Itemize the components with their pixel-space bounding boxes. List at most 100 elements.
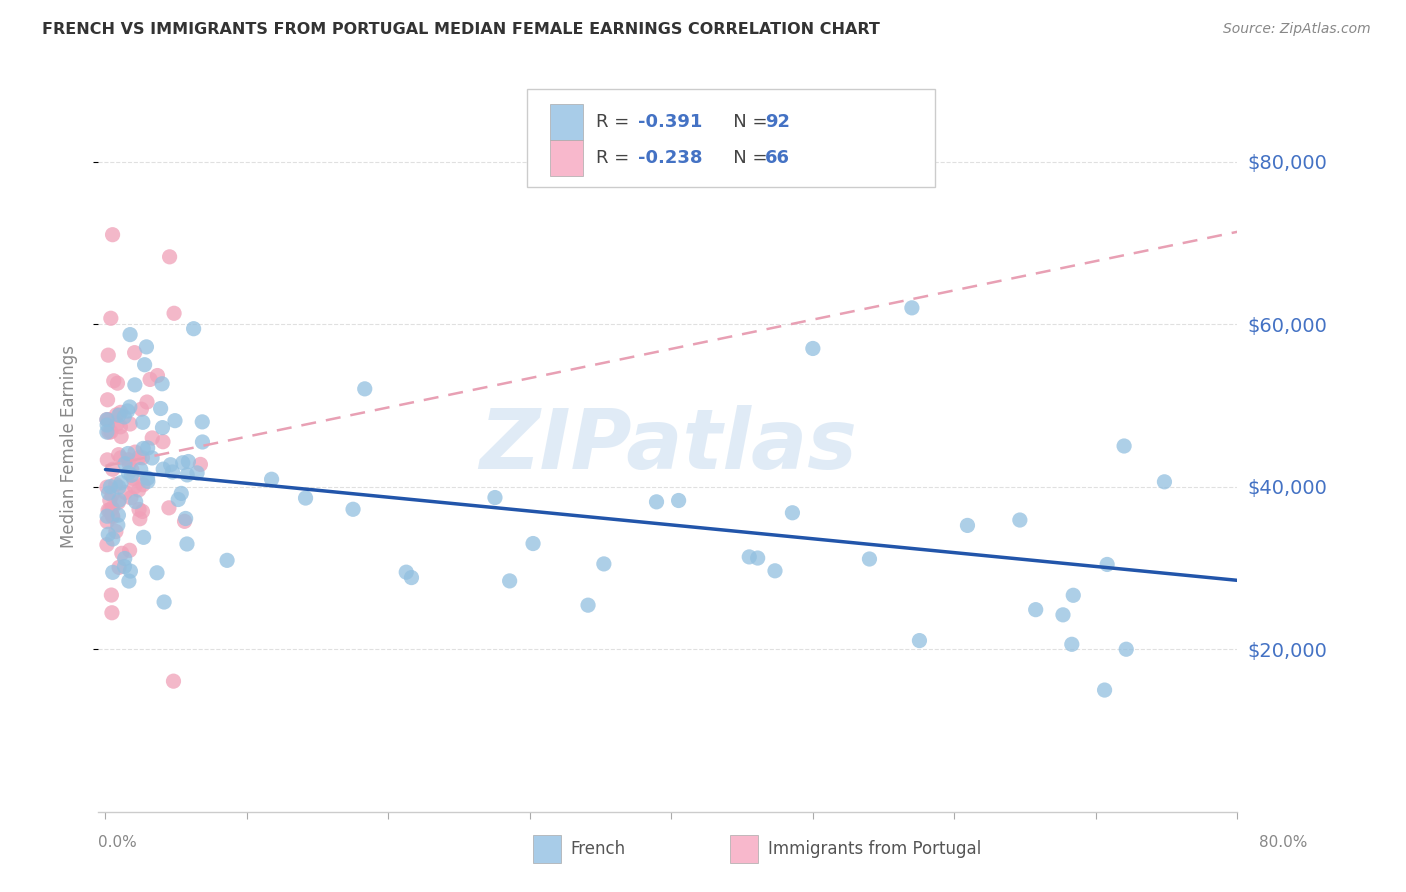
Text: ZIPatlas: ZIPatlas [479, 406, 856, 486]
Point [131, 450, 153, 465]
Point [96, 412, 118, 426]
Point [738, 549, 761, 564]
Point [101, 532, 124, 546]
Point [107, 508, 129, 522]
Point [801, 342, 824, 356]
Text: -0.238: -0.238 [638, 149, 703, 167]
Point [176, 537, 198, 551]
Point [121, 462, 143, 476]
Point [100, 311, 122, 326]
Point [103, 374, 125, 388]
Point [157, 500, 180, 515]
Point [645, 495, 668, 509]
Point [96, 418, 118, 433]
Text: 66: 66 [765, 149, 790, 167]
Point [118, 400, 141, 414]
Point [117, 446, 139, 460]
Text: -0.391: -0.391 [638, 113, 703, 131]
Point [152, 462, 174, 476]
Point [111, 546, 134, 560]
Point [101, 508, 124, 523]
Point [260, 472, 283, 486]
Point [101, 488, 124, 502]
Point [146, 566, 169, 580]
Point [172, 456, 194, 470]
Point [124, 345, 146, 359]
Point [150, 376, 173, 391]
Point [1052, 607, 1074, 622]
Point [120, 327, 142, 342]
Point [141, 450, 163, 465]
Point [136, 475, 159, 489]
Point [167, 492, 190, 507]
Point [132, 477, 155, 491]
Point [1060, 637, 1083, 651]
Point [747, 551, 769, 566]
Point [1008, 513, 1031, 527]
Point [124, 494, 146, 508]
Point [120, 491, 142, 505]
Point [131, 504, 153, 518]
Text: N =: N = [716, 149, 773, 167]
Text: 92: 92 [765, 113, 790, 131]
Point [159, 458, 181, 472]
Point [135, 340, 157, 354]
Point [576, 598, 599, 612]
Point [132, 415, 155, 429]
Point [101, 566, 124, 580]
Point [105, 417, 128, 431]
Point [294, 491, 316, 505]
Point [498, 574, 520, 588]
Point [782, 506, 804, 520]
Point [173, 514, 195, 528]
Point [484, 491, 506, 505]
Point [96, 412, 118, 426]
Point [159, 250, 181, 264]
Text: R =: R = [596, 113, 636, 131]
Point [152, 434, 174, 449]
Point [97, 503, 120, 517]
Point [131, 402, 153, 417]
Point [97, 392, 120, 407]
Point [114, 551, 136, 566]
Point [217, 553, 239, 567]
Point [152, 420, 174, 434]
Point [110, 405, 132, 419]
Point [522, 536, 544, 550]
Point [141, 431, 163, 445]
Point [104, 477, 127, 491]
Point [105, 408, 128, 422]
Point [342, 502, 364, 516]
Point [114, 485, 136, 500]
Point [120, 417, 142, 431]
Point [98, 493, 121, 508]
Point [149, 401, 172, 416]
Point [107, 495, 129, 509]
Point [124, 377, 146, 392]
Point [96, 515, 118, 529]
Point [134, 358, 156, 372]
Point [118, 574, 141, 588]
Point [96, 538, 118, 552]
Point [177, 454, 200, 468]
Point [128, 502, 150, 516]
Point [176, 467, 198, 482]
Point [1094, 683, 1116, 698]
Point [956, 518, 979, 533]
Point [97, 348, 120, 362]
Point [763, 564, 786, 578]
Point [136, 471, 159, 485]
Point [1115, 642, 1137, 657]
Text: Immigrants from Portugal: Immigrants from Portugal [768, 840, 981, 858]
Point [100, 479, 122, 493]
Point [112, 409, 135, 424]
Point [120, 564, 142, 578]
Text: N =: N = [716, 113, 773, 131]
Point [120, 468, 142, 483]
Point [162, 465, 184, 479]
Point [101, 510, 124, 524]
Point [96, 453, 118, 467]
Point [163, 306, 186, 320]
Point [110, 450, 132, 465]
Point [1114, 439, 1136, 453]
